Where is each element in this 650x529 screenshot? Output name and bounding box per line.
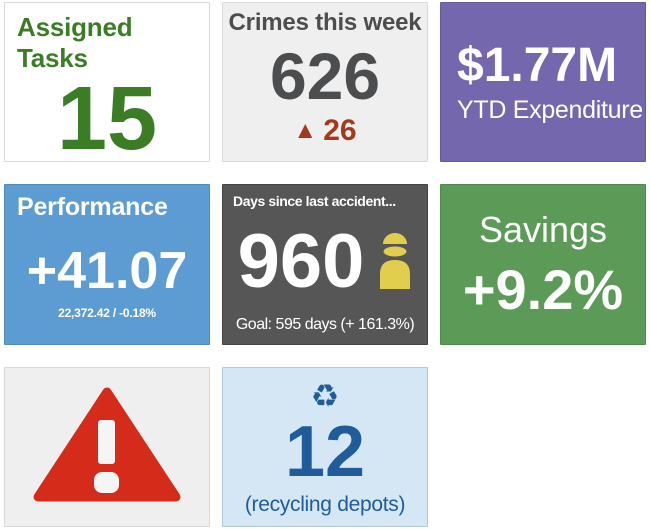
crimes-week-title: Crimes this week bbox=[228, 9, 422, 36]
days-since-accident-title: Days since last accident... bbox=[233, 193, 396, 210]
warning-icon bbox=[31, 384, 183, 509]
savings-card: Savings +9.2% bbox=[440, 184, 646, 345]
savings-title: Savings bbox=[478, 209, 608, 251]
days-since-accident-value: 960 bbox=[237, 219, 365, 305]
empty-cell bbox=[440, 366, 646, 527]
crimes-week-delta: ▲ 26 bbox=[293, 114, 356, 148]
crimes-week-delta-value: 26 bbox=[323, 114, 357, 148]
savings-value: +9.2% bbox=[462, 258, 624, 322]
days-since-accident-goal: Goal: 595 days (+ 161.3%) bbox=[235, 315, 415, 333]
days-since-accident-card: Days since last accident... 960 Goal: 59… bbox=[222, 184, 428, 345]
warning-card bbox=[4, 366, 210, 527]
performance-detail: 22,372.42 / -0.18% bbox=[58, 306, 156, 321]
ytd-expenditure-label: YTD Expenditure bbox=[457, 95, 643, 124]
crimes-week-value: 626 bbox=[269, 38, 381, 113]
up-triangle-icon: ▲ bbox=[293, 117, 318, 145]
ytd-expenditure-card: $1.77M YTD Expenditure bbox=[440, 2, 646, 163]
days-since-accident-body: 960 bbox=[223, 209, 427, 315]
performance-card: Performance +41.07 22,372.42 / -0.18% bbox=[4, 184, 210, 345]
worker-icon bbox=[378, 231, 412, 294]
recycling-caption: (recycling depots) bbox=[244, 492, 406, 516]
recycle-icon: ♻ bbox=[310, 377, 340, 414]
assigned-tasks-card: Assigned Tasks 15 bbox=[4, 2, 210, 163]
crimes-week-card: Crimes this week 626 ▲ 26 bbox=[222, 2, 428, 163]
performance-value: +41.07 bbox=[26, 242, 188, 301]
performance-body: +41.07 22,372.42 / -0.18% bbox=[5, 222, 209, 343]
performance-title: Performance bbox=[17, 193, 168, 222]
recycling-card: ♻ 12 (recycling depots) bbox=[222, 366, 428, 527]
assigned-tasks-value: 15 bbox=[56, 69, 158, 163]
recycling-value: 12 bbox=[284, 412, 366, 493]
assigned-tasks-title: Assigned Tasks bbox=[17, 12, 133, 73]
ytd-expenditure-value: $1.77M bbox=[457, 38, 618, 92]
